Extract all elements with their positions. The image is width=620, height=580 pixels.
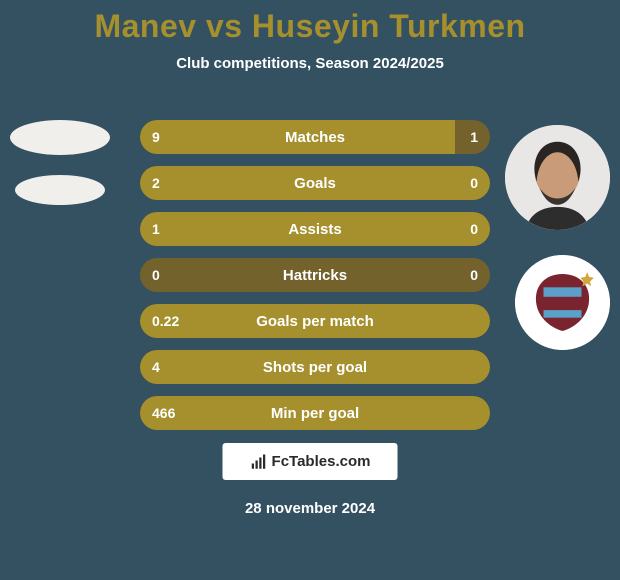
- stat-left-value: 0: [152, 267, 160, 283]
- date-text: 28 november 2024: [245, 500, 375, 517]
- stat-row-hattricks: 0 Hattricks 0: [140, 258, 490, 292]
- stat-label: Goals: [294, 175, 336, 192]
- stat-label: Assists: [288, 221, 341, 238]
- subtitle: Club competitions, Season 2024/2025: [0, 55, 620, 72]
- stat-row-matches: 9 Matches 1: [140, 120, 490, 154]
- stat-row-assists: 1 Assists 0: [140, 212, 490, 246]
- stat-row-mpg: 466 Min per goal: [140, 396, 490, 430]
- stat-rows: 9 Matches 1 2 Goals 0 1 Assists 0 0 Hatt…: [140, 120, 490, 442]
- stat-left-value: 9: [152, 129, 160, 145]
- comparison-card: Manev vs Huseyin Turkmen Club competitio…: [0, 0, 620, 580]
- club-right-crest: [515, 255, 610, 350]
- stat-right-value: 0: [470, 175, 478, 191]
- stat-label: Hattricks: [283, 267, 347, 284]
- stat-label: Matches: [285, 129, 345, 146]
- stat-left-value: 2: [152, 175, 160, 191]
- stat-label: Min per goal: [271, 405, 359, 422]
- source-text: FcTables.com: [272, 453, 371, 470]
- player-right-avatar: [505, 125, 610, 230]
- stat-left-value: 1: [152, 221, 160, 237]
- club-left-crest: [15, 175, 105, 205]
- stat-row-goals: 2 Goals 0: [140, 166, 490, 200]
- stat-row-spg: 4 Shots per goal: [140, 350, 490, 384]
- bar-chart-icon: [250, 453, 268, 471]
- stat-label: Goals per match: [256, 313, 374, 330]
- stat-right-value: 0: [470, 221, 478, 237]
- stat-right-value: 1: [470, 129, 478, 145]
- source-badge: FcTables.com: [223, 443, 398, 480]
- stat-label: Shots per goal: [263, 359, 367, 376]
- stat-right-value: 0: [470, 267, 478, 283]
- page-title: Manev vs Huseyin Turkmen: [0, 0, 620, 45]
- stat-row-gpm: 0.22 Goals per match: [140, 304, 490, 338]
- stat-left-value: 0.22: [152, 313, 179, 329]
- player-left-avatar: [10, 120, 110, 155]
- stat-left-value: 4: [152, 359, 160, 375]
- stat-left-value: 466: [152, 405, 175, 421]
